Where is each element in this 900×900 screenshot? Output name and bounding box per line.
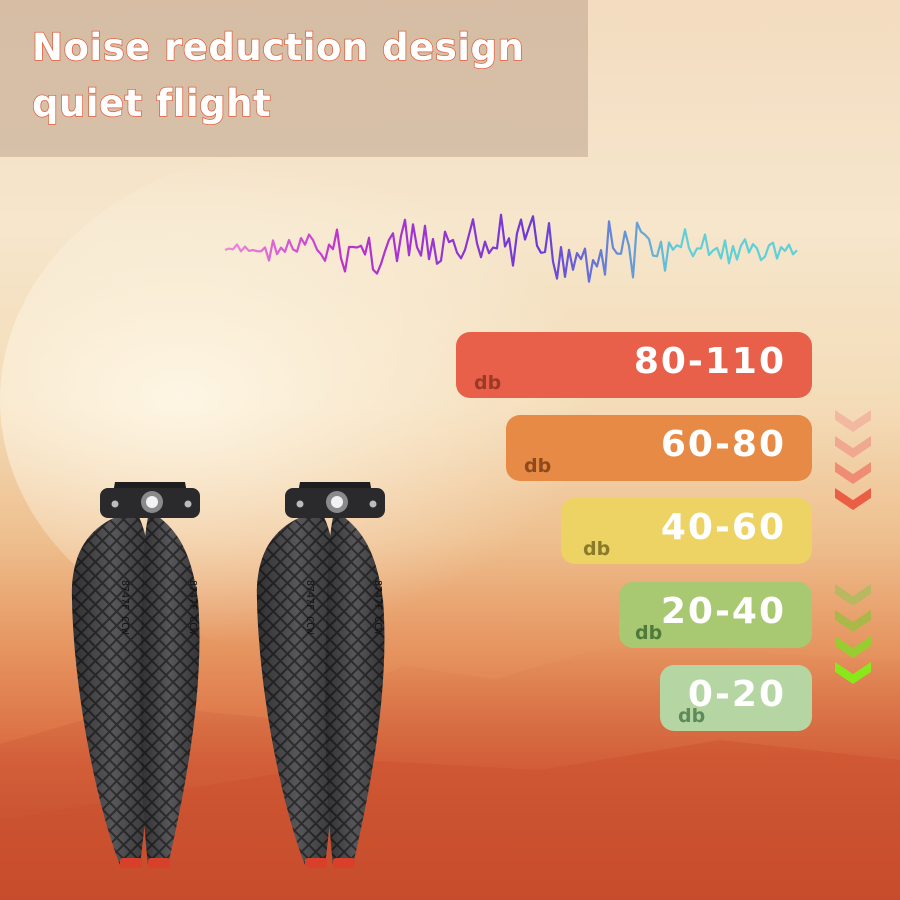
blade-label: 8747F CCW	[119, 580, 130, 635]
chevron-down-icon	[835, 488, 871, 510]
screw-icon	[184, 500, 192, 508]
hub-hole	[331, 496, 343, 508]
blade-tip	[305, 858, 327, 868]
blade-label: 8747F CCW	[304, 580, 315, 635]
propeller-left: 8747F CCW 8747F CCW	[71, 482, 200, 868]
range-label: 60-80	[660, 424, 786, 465]
blade-tip	[333, 858, 355, 868]
chevron-down-icon	[835, 636, 871, 658]
blade-tip	[120, 858, 142, 868]
noise-level-0-20: db 0-20	[660, 665, 812, 731]
chevron-down-icon	[835, 584, 871, 606]
screw-icon	[111, 500, 119, 508]
unit-label: db	[474, 372, 502, 394]
noise-level-80-110: db 80-110	[456, 332, 812, 398]
unit-label: db	[524, 455, 552, 477]
blade-tip	[148, 858, 170, 868]
range-label: 20-40	[660, 591, 786, 632]
screw-icon	[296, 500, 304, 508]
title-banner	[0, 0, 588, 157]
chevron-down-icon	[835, 410, 871, 432]
hub-hole	[146, 496, 158, 508]
headline-line2: quiet flight	[31, 81, 272, 126]
blade-shading	[71, 510, 154, 865]
blade-label: 8747F CCW	[187, 580, 198, 635]
propeller-right: 8747F CCW 8747F CCW	[256, 482, 385, 868]
unit-label: db	[583, 538, 611, 560]
blade-shading	[140, 510, 200, 865]
chevron-down-icon	[835, 610, 871, 632]
chevron-down-icon	[835, 436, 871, 458]
noise-level-40-60: db 40-60	[561, 498, 812, 564]
noise-level-20-40: db 20-40	[619, 582, 812, 648]
range-label: 0-20	[687, 674, 786, 715]
blade-label: 8747F CCW	[372, 580, 383, 635]
headline-line1: Noise reduction design	[31, 25, 525, 70]
blade-shading	[325, 510, 385, 865]
noise-level-60-80: db 60-80	[506, 415, 812, 481]
propeller-pair: 8747F CCW 8747F CCW 8747F CCW 8747F CCW	[71, 482, 385, 868]
range-label: 40-60	[660, 507, 786, 548]
chevron-down-icon	[835, 462, 871, 484]
unit-label: db	[635, 622, 663, 644]
blade-shading	[256, 510, 339, 865]
unit-label: db	[678, 705, 706, 727]
range-label: 80-110	[633, 341, 786, 382]
sound-waveform	[224, 213, 798, 283]
screw-icon	[369, 500, 377, 508]
